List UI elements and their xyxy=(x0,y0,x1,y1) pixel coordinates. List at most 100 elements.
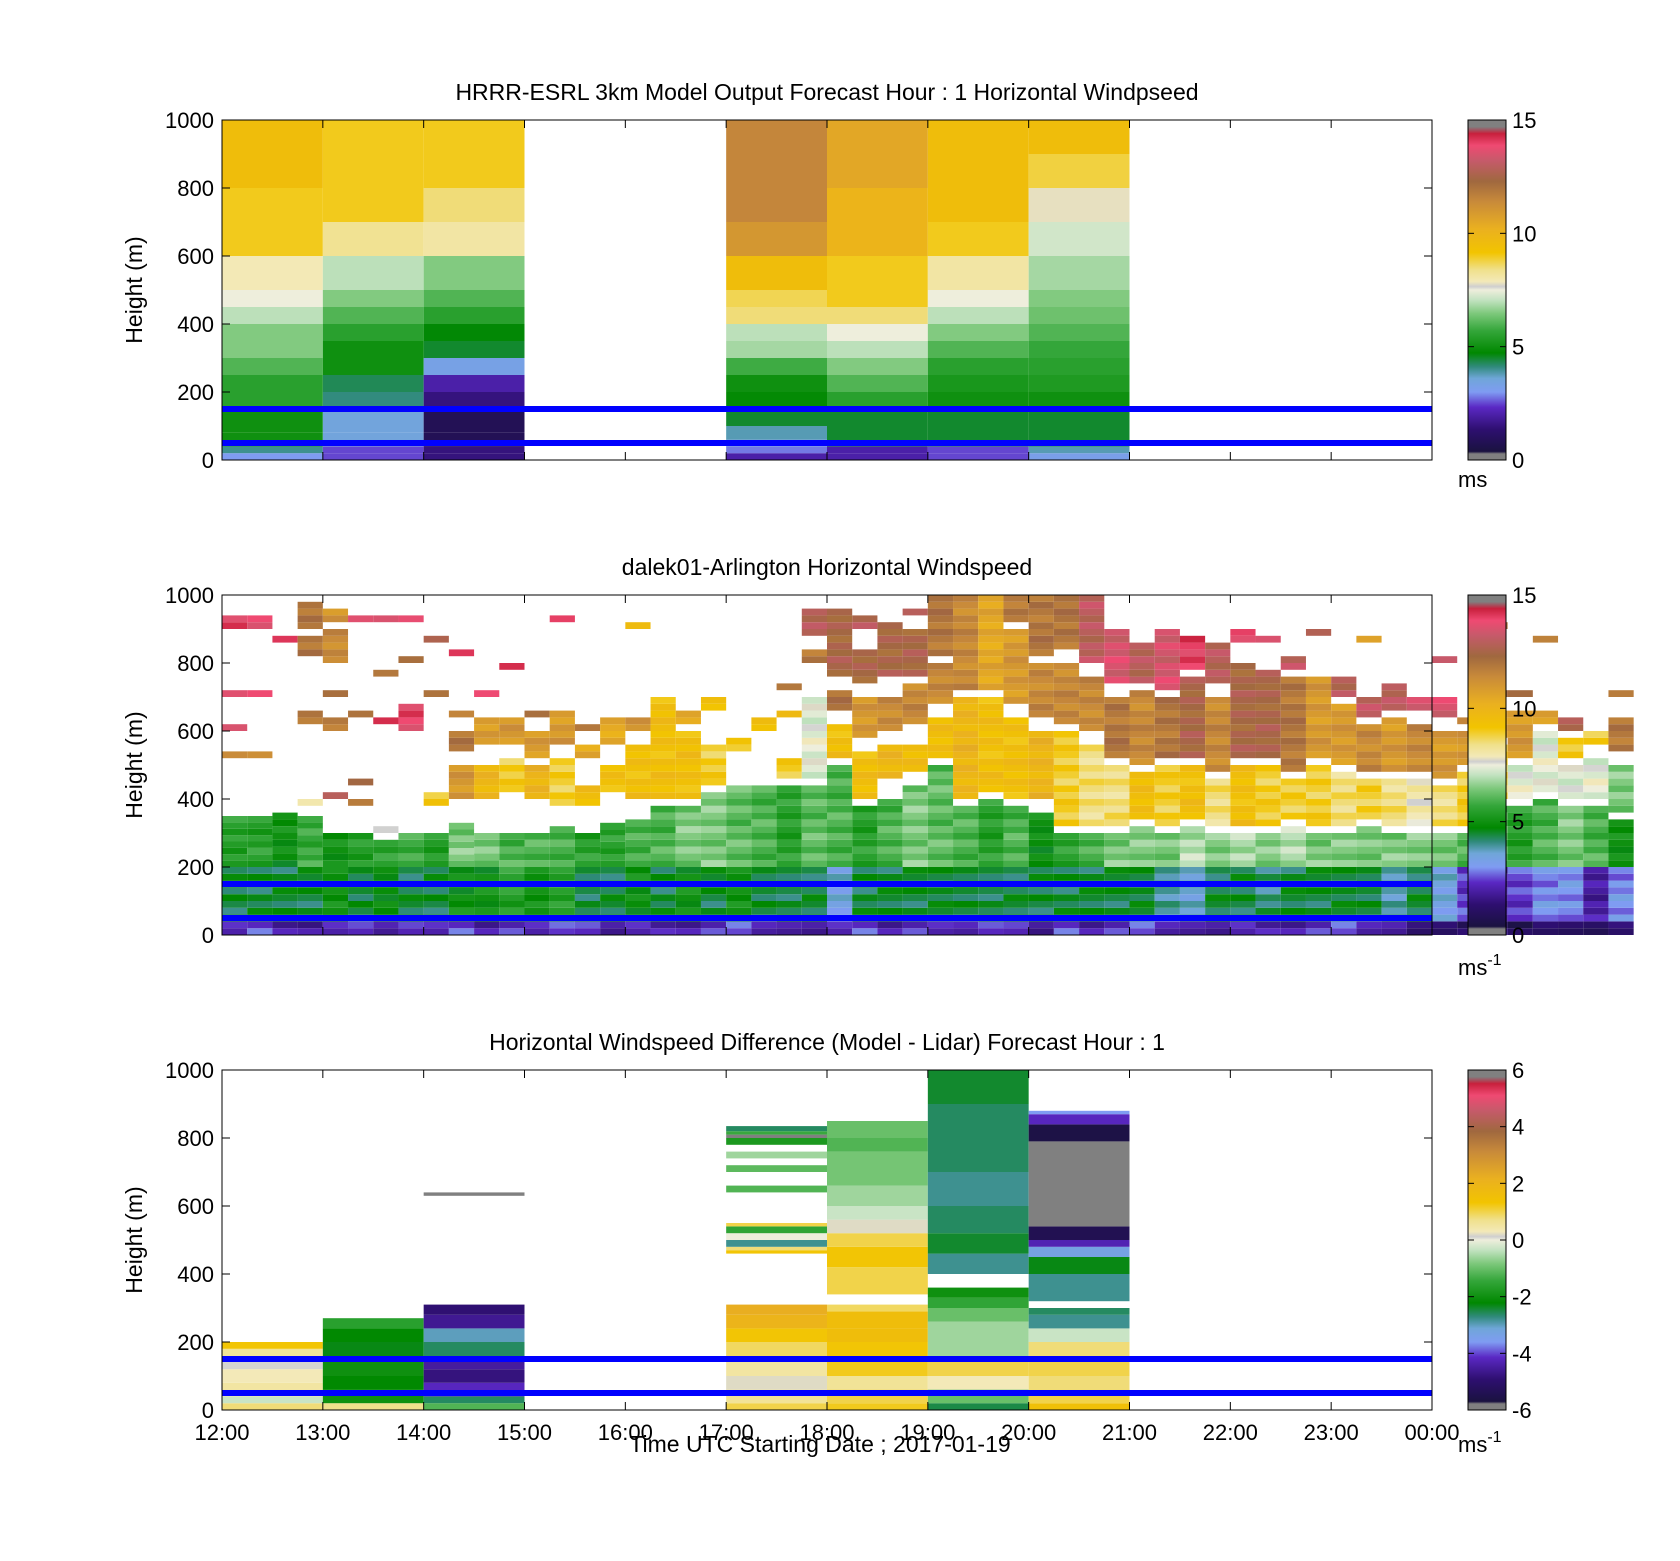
heatmap-cell xyxy=(776,819,802,827)
heatmap-cell xyxy=(1079,649,1105,657)
heatmap-cell xyxy=(1608,731,1634,738)
heatmap-cell xyxy=(776,853,802,861)
colorbar-tick-label: 0 xyxy=(1512,1228,1524,1253)
heatmap-cell xyxy=(927,928,954,935)
heatmap-cell xyxy=(322,290,424,307)
heatmap-cell xyxy=(499,860,525,867)
x-tick-label: 16:00 xyxy=(598,1420,653,1445)
heatmap-cell xyxy=(1331,744,1357,752)
heatmap-cell xyxy=(524,894,550,901)
heatmap-cell xyxy=(1230,731,1256,738)
heatmap-cell xyxy=(1205,867,1231,874)
heatmap-cell xyxy=(423,690,449,697)
heatmap-cell xyxy=(1558,765,1584,772)
heatmap-cell xyxy=(1028,256,1130,290)
heatmap-cell xyxy=(247,835,273,842)
heatmap-cell xyxy=(827,731,853,738)
heatmap-cell xyxy=(600,778,626,786)
heatmap-cell xyxy=(1079,656,1105,663)
heatmap-cell xyxy=(1583,914,1609,922)
heatmap-cell xyxy=(322,656,349,663)
heatmap-cell xyxy=(247,816,273,823)
heatmap-cell xyxy=(423,833,449,840)
heatmap-cell xyxy=(700,839,727,847)
heatmap-cell xyxy=(1028,867,1054,874)
heatmap-cell xyxy=(1280,785,1306,793)
heatmap-cell xyxy=(927,629,954,636)
heatmap-cell xyxy=(1079,901,1105,908)
heatmap-cell xyxy=(1028,1308,1130,1315)
heatmap-cell xyxy=(1079,635,1105,643)
x-axis-label: Time UTC Starting Date ; 2017-01-19 xyxy=(629,1431,1010,1457)
heatmap-cell xyxy=(373,901,399,908)
heatmap-cell xyxy=(927,819,954,827)
heatmap-cell xyxy=(1205,669,1231,677)
heatmap-cell xyxy=(549,867,575,874)
x-tick-label: 19:00 xyxy=(900,1420,955,1445)
heatmap-cell xyxy=(650,867,676,874)
heatmap-cell xyxy=(1432,860,1458,867)
heatmap-cell xyxy=(751,894,777,901)
heatmap-cell xyxy=(1507,785,1533,793)
heatmap-cell xyxy=(1179,846,1206,854)
heatmap-cell xyxy=(1507,710,1533,718)
heatmap-cell xyxy=(1028,928,1054,935)
heatmap-cell xyxy=(297,867,323,874)
heatmap-cell xyxy=(322,154,424,188)
heatmap-cell xyxy=(1305,873,1332,881)
heatmap-cell xyxy=(1129,669,1155,677)
heatmap-cell xyxy=(1432,833,1458,840)
heatmap-cell xyxy=(1305,839,1332,847)
heatmap-cell xyxy=(902,928,928,935)
heatmap-cell xyxy=(726,188,827,222)
heatmap-cell xyxy=(1003,792,1029,799)
heatmap-cell xyxy=(1154,629,1180,636)
heatmap-cell xyxy=(1305,751,1332,759)
heatmap-cell xyxy=(675,928,701,935)
heatmap-cell xyxy=(1179,771,1206,779)
heatmap-cell xyxy=(1432,812,1458,820)
heatmap-cell xyxy=(1028,1226,1130,1240)
heatmap-cell xyxy=(1230,833,1256,840)
heatmap-cell xyxy=(1532,839,1559,847)
heatmap-cell xyxy=(600,921,626,929)
heatmap-cell xyxy=(1053,676,1080,684)
heatmap-cell xyxy=(348,799,374,806)
heatmap-cell xyxy=(222,453,323,460)
heatmap-cell xyxy=(222,690,248,697)
heatmap-cell xyxy=(1507,765,1533,772)
heatmap-cell xyxy=(448,737,475,745)
heatmap-cell xyxy=(1028,595,1054,602)
heatmap-cell xyxy=(927,724,954,731)
heatmap-cell xyxy=(1583,792,1609,799)
heatmap-cell xyxy=(953,635,979,643)
heatmap-cell xyxy=(801,907,827,915)
heatmap-cell xyxy=(1003,901,1029,908)
heatmap-cell xyxy=(1331,690,1357,697)
heatmap-cell xyxy=(1154,710,1180,718)
heatmap-cell xyxy=(927,921,954,929)
heatmap-cell xyxy=(499,724,525,731)
heatmap-cell xyxy=(322,907,349,915)
heatmap-cell xyxy=(953,595,979,602)
heatmap-cell xyxy=(726,120,827,154)
heatmap-cell xyxy=(852,710,878,718)
heatmap-cell xyxy=(1129,731,1155,738)
heatmap-cell xyxy=(902,805,928,813)
heatmap-cell xyxy=(700,765,727,772)
heatmap-cell xyxy=(1305,629,1332,636)
heatmap-cell xyxy=(1507,880,1533,888)
heatmap-cell xyxy=(1432,914,1458,922)
heatmap-cell xyxy=(1280,805,1306,813)
heatmap-cell xyxy=(348,867,374,874)
heatmap-cell xyxy=(1104,894,1130,901)
heatmap-cell xyxy=(373,846,399,854)
heatmap-cell xyxy=(398,717,424,725)
heatmap-cell xyxy=(1154,649,1180,657)
heatmap-cell xyxy=(827,1304,928,1312)
heatmap-cell xyxy=(1079,907,1105,915)
heatmap-cell xyxy=(322,833,349,840)
heatmap-cell xyxy=(1205,731,1231,738)
heatmap-cell xyxy=(1028,921,1054,929)
heatmap-cell xyxy=(423,324,525,341)
